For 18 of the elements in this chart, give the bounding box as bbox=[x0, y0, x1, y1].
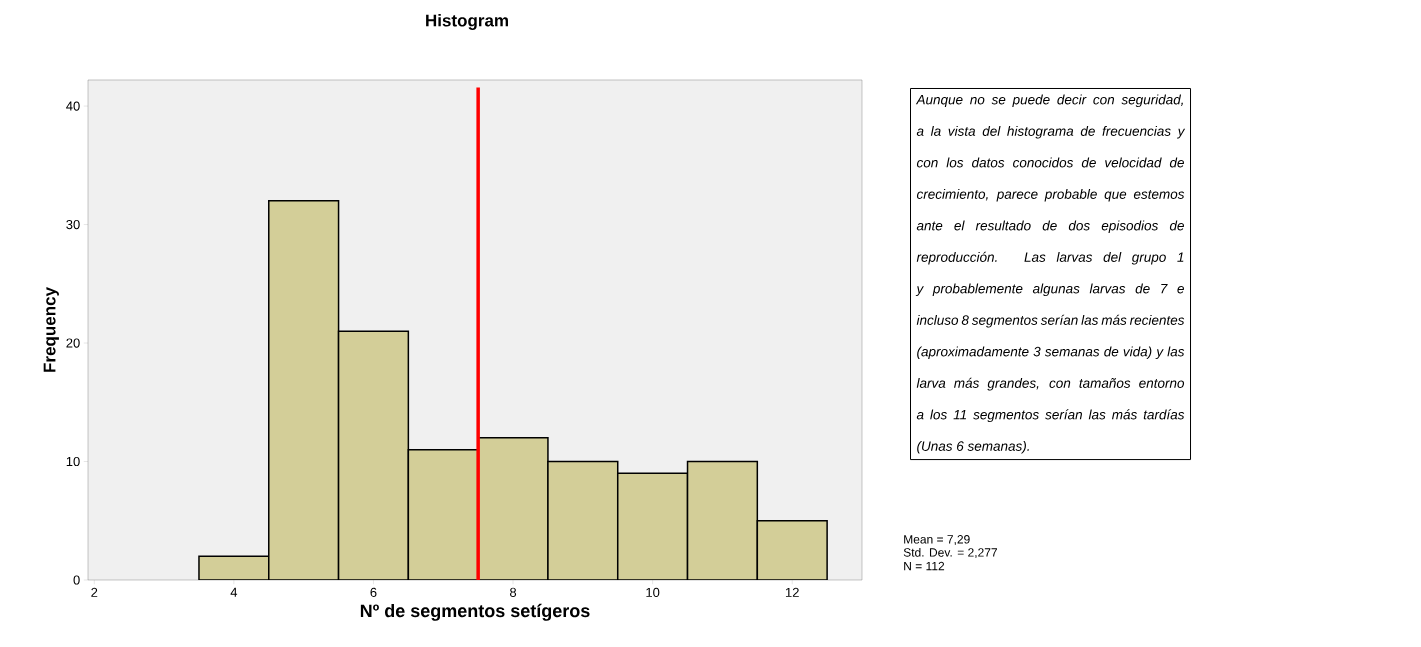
x-tick-label: 10 bbox=[646, 587, 660, 597]
text: Std. Dev. = 2,277 bbox=[903, 547, 997, 559]
x-tick-label: 6 bbox=[370, 587, 377, 597]
text: Mean = 7,29 bbox=[904, 535, 970, 545]
y-tick-label: 20 bbox=[66, 338, 80, 348]
y-tick-label: 40 bbox=[66, 101, 80, 111]
y-tick-label: 30 bbox=[66, 219, 80, 230]
x-axis-title: Nº de segmentos setígeros bbox=[360, 603, 590, 621]
x-tick-label: 4 bbox=[230, 587, 238, 597]
y-tick-label: 0 bbox=[73, 575, 80, 585]
x-tick-label: 12 bbox=[785, 587, 799, 597]
chart-title: Histogram bbox=[426, 14, 508, 30]
y-axis-title: Frequency bbox=[43, 287, 59, 372]
text: N = 112 bbox=[904, 561, 945, 571]
text: Aunque no se puede decir con seguridad, a la vista del histograma de frecuencias y con los datos conocidos de velocidad de crecimiento, parece probable que estemos ante el resultado de dos episodios de reproducción. Las larvas del grupo 1 y probablemente algunas larvas de 7 e incluso 8 segmentos serían las más recientes (aproximadamente 3 semanas de vida) y las larva más grandes, con tamaños entorno a los 11 segmentos serían las más tardías (Unas 6 semanas). bbox=[915, 94, 1186, 454]
x-tick-label: 8 bbox=[509, 587, 517, 597]
y-tick-label: 10 bbox=[66, 456, 80, 467]
x-tick-label: 2 bbox=[91, 587, 98, 597]
